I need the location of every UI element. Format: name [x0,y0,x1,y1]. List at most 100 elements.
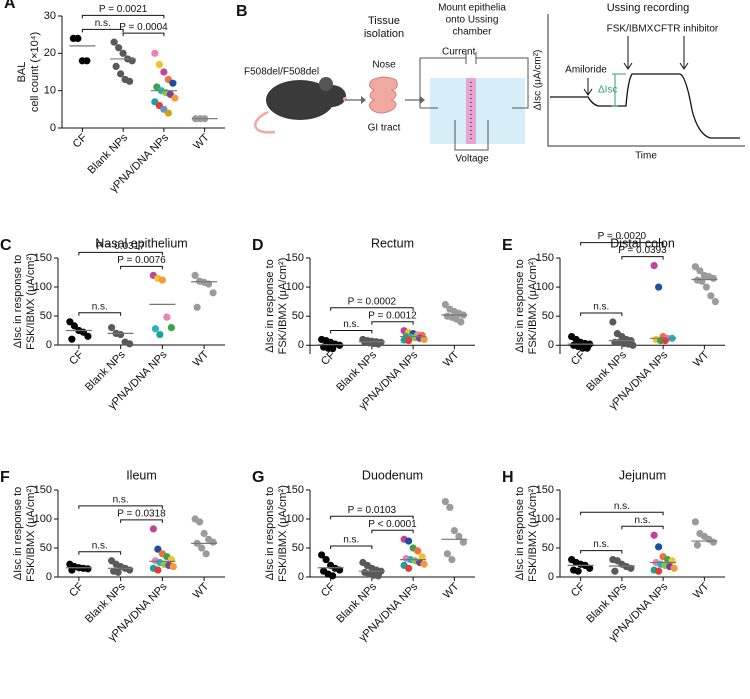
data-point [329,345,337,353]
data-point [655,283,663,291]
data-point [112,62,120,70]
data-point [160,68,168,76]
significance-label: n.s. [92,301,108,312]
chamber [430,78,525,144]
significance-label: P = 0.0103 [348,505,397,516]
data-point [169,562,177,571]
panel-letter: C [0,237,12,254]
fsk-label: FSK/IBMX [607,24,654,35]
mouse-body [266,80,334,120]
significance-bracket [330,329,373,334]
x-tick-label: WT [441,580,462,601]
significance-bracket [580,550,623,554]
data-point [707,292,715,300]
y-tick-label: 150 [286,484,304,496]
data-point [198,544,206,552]
trace-axes [547,14,745,147]
panel-letter: B [236,3,248,20]
y-axis-label: FSK/IBMX (μA/cm²) [527,485,539,582]
data-point [405,537,413,545]
y-tick-label: 150 [536,252,554,264]
y-axis-label: FSK/IBMX (μA/cm²) [527,258,539,355]
significance-label: n.s. [593,539,609,550]
data-point [374,572,382,580]
step-label: chamber [453,27,493,38]
data-point [119,49,127,57]
chart-title: Distal colon [610,236,675,250]
y-tick-label: 0 [298,571,304,583]
y-tick-label: 30 [44,10,56,22]
arrow [679,36,689,70]
x-tick-label: CF [319,580,338,599]
data-point [420,335,428,344]
data-point [629,341,637,349]
x-tick-label: WT [191,348,212,369]
panel-letter: G [252,469,264,486]
current-label: Current [442,47,476,58]
data-point [117,330,125,339]
voltage-circuit [454,120,489,151]
data-point [441,300,449,309]
y-tick-label: 50 [40,310,52,322]
data-point [191,271,199,279]
significance-label: n.s. [593,302,609,313]
data-point [128,57,136,65]
data-point [586,564,594,572]
voltage-label: Voltage [455,154,489,165]
delta-label: ΔIsc [598,85,617,96]
data-point [696,267,704,275]
x-tick-label: WT [441,349,462,370]
mouse-tail [254,110,276,134]
significance-bracket [330,307,414,311]
significance-bracket [330,545,373,549]
panel-letter: F [0,469,10,486]
data-point [164,109,172,117]
data-point [209,538,217,546]
panel-letter: H [502,469,514,486]
significance-bracket [330,515,414,520]
y-tick-label: 150 [536,484,554,496]
arrow [583,78,593,96]
data-point [655,567,663,575]
y-axis-label: FSK/IBMX (μA/cm²) [25,485,37,582]
nose-label: Nose [372,60,396,71]
data-point [711,298,719,306]
data-point [702,283,710,291]
y-axis-label: ΔIsc in response to [264,487,276,581]
significance-bracket [78,505,163,509]
significance-bracket [122,32,165,37]
significance-label: P = 0.0002 [348,296,397,307]
y-tick-label: 50 [542,542,554,554]
y-tick-label: 150 [34,252,52,264]
significance-label: P = 0.0393 [618,245,667,256]
panel-letter: D [252,237,264,254]
significance-label: n.s. [343,319,359,330]
data-point [609,318,617,326]
data-point [193,303,201,311]
significance-label: n.s. [113,495,129,506]
data-point [163,313,171,321]
data-point [74,34,82,43]
significance-bracket [120,265,163,270]
y-tick-label: 100 [34,281,52,293]
data-point [196,518,204,526]
data-point [450,527,458,535]
data-point [693,541,701,549]
chart-title: Duodenum [362,468,423,482]
significance-label: P = 0.0076 [117,255,166,266]
step-label: Mount epithelia [438,3,506,14]
x-tick-label: CF [569,580,588,599]
y-axis-label: FSK/IBMX (μA/cm²) [277,258,289,355]
y-tick-label: 0 [548,571,554,583]
trace-x-label: Time [635,151,657,162]
data-point [574,567,582,575]
step-label: Tissue [368,15,400,27]
data-point [583,344,591,352]
significance-label: P = 0.0317 [96,241,145,252]
data-point [405,564,413,572]
data-point [209,289,217,297]
data-point [114,568,122,576]
data-point [670,564,678,572]
significance-bracket [81,14,165,19]
